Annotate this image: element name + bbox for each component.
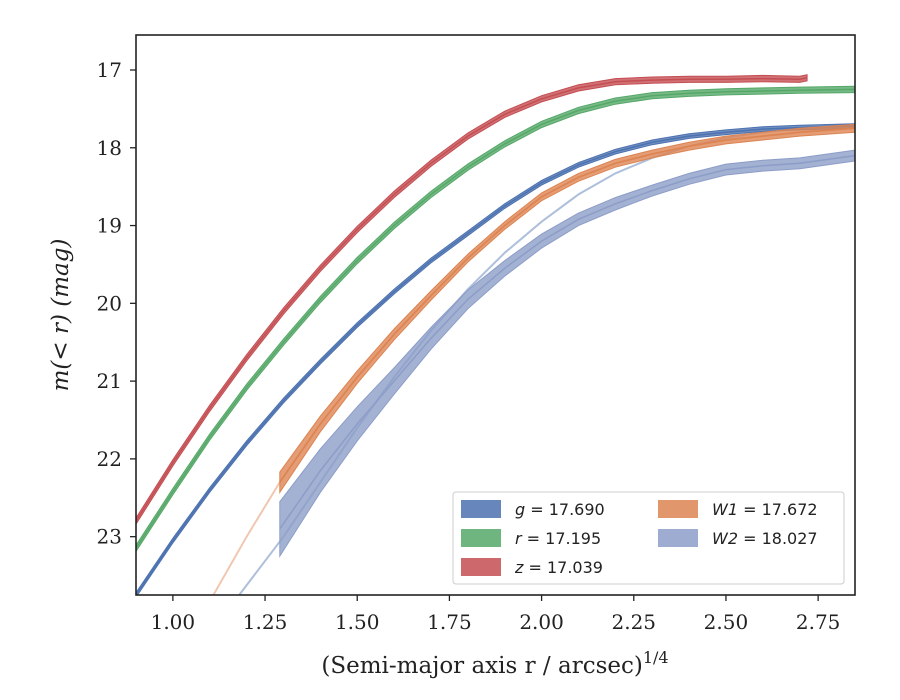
legend-label-r: r = 17.195 bbox=[515, 529, 601, 548]
series-band-w2 bbox=[279, 149, 855, 558]
legend: g = 17.690 r = 17.195 z = 17.039 W1 = 17.67… bbox=[452, 491, 845, 585]
series-band-z bbox=[136, 74, 808, 526]
y-tick-label: 17 bbox=[97, 58, 122, 82]
series-line-g bbox=[136, 125, 855, 595]
x-tick-label: 1.00 bbox=[151, 610, 196, 634]
x-tick-label: 2.25 bbox=[612, 610, 657, 634]
y-tick-label: 20 bbox=[97, 291, 122, 315]
series-line-z bbox=[136, 77, 808, 522]
y-tick-label: 21 bbox=[97, 369, 122, 393]
y-tick-label: 22 bbox=[97, 447, 122, 471]
legend-label-w2: W2 = 18.027 bbox=[712, 529, 818, 548]
x-axis: 1.00 1.25 1.50 1.75 2.00 2.25 2.50 2.75 bbox=[151, 595, 841, 634]
x-axis-title: (Semi-major axis r / arcsec)1/4 bbox=[321, 648, 668, 679]
y-tick-label: 19 bbox=[97, 214, 122, 238]
series-line-r bbox=[136, 88, 855, 549]
x-tick-label: 1.50 bbox=[335, 610, 380, 634]
legend-label-w1: W1 = 17.672 bbox=[712, 500, 818, 519]
legend-frame bbox=[452, 491, 845, 585]
legend-swatch-z bbox=[461, 558, 501, 576]
legend-label-g: g = 17.690 bbox=[515, 500, 605, 519]
series-band-r bbox=[136, 85, 855, 553]
series-line-w2 bbox=[279, 154, 855, 530]
series-band-w1 bbox=[279, 123, 855, 494]
y-axis: 17 18 19 20 21 22 23 bbox=[97, 58, 136, 549]
x-tick-label: 2.75 bbox=[796, 610, 841, 634]
y-tick-label: 23 bbox=[97, 525, 122, 549]
x-tick-label: 1.75 bbox=[427, 610, 472, 634]
x-tick-label: 1.25 bbox=[243, 610, 288, 634]
x-tick-label: 2.50 bbox=[704, 610, 749, 634]
series-layer bbox=[136, 74, 855, 595]
x-axis-title-superscript: 1/4 bbox=[643, 648, 669, 667]
y-axis-title: m(< r) (mag) bbox=[48, 239, 74, 392]
legend-swatch-w2 bbox=[658, 529, 698, 547]
x-tick-label: 2.00 bbox=[519, 610, 564, 634]
legend-swatch-g bbox=[461, 500, 501, 518]
y-tick-label: 18 bbox=[97, 136, 122, 160]
plot-frame bbox=[135, 34, 856, 596]
legend-swatch-w1 bbox=[658, 500, 698, 518]
series-line-w1 bbox=[279, 127, 855, 483]
legend-label-z: z = 17.039 bbox=[514, 558, 603, 577]
series-band-g bbox=[136, 123, 855, 595]
legend-swatch-r bbox=[461, 529, 501, 547]
